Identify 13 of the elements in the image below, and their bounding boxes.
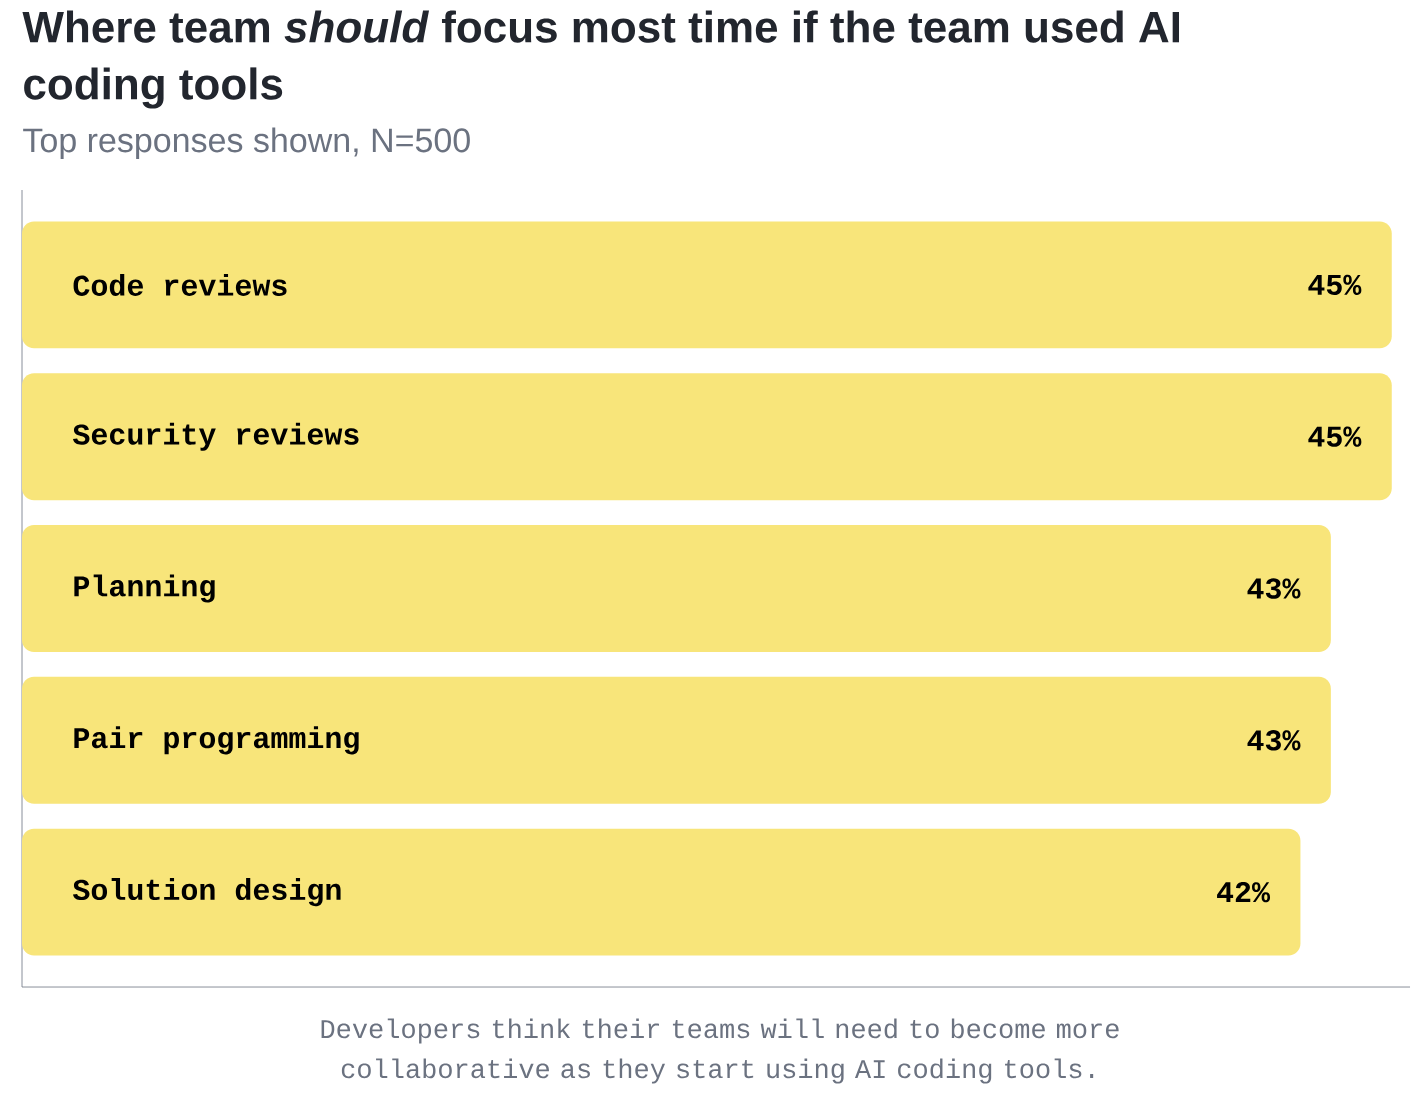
y-tick-label: Pair programming [74,726,359,755]
y-tick-label: Security reviews [72,422,359,451]
data-label: 43% [1247,578,1301,599]
chart-title: Where team should focus most time if the team used AI coding tools [22,10,1180,109]
text: Developers think their teams will need to become more collaborative as they start using AI coding tools. [321,1018,1119,1084]
chart-subtitle: Top responses shown, N=500 [23,127,470,160]
y-tick-label: Code reviews [73,273,287,296]
data-label: 43% [1247,730,1301,751]
data-label: 45% [1308,274,1362,295]
y-tick-label: Planning [74,574,215,603]
y-tick-label: Solution design [72,878,341,907]
data-label: 45% [1308,426,1362,447]
data-label: 42% [1217,882,1271,903]
